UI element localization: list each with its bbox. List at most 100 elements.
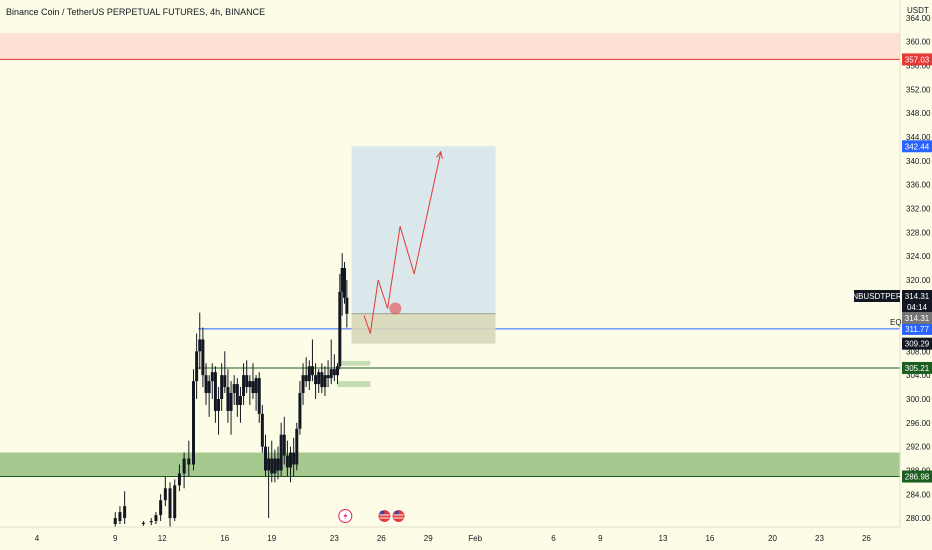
eq-price-tag-bg [902,322,932,335]
candle-body [304,375,308,382]
chart-title: Binance Coin / TetherUS PERPETUAL FUTURE… [6,7,266,17]
candle-body [340,267,344,292]
eq-price-tag-label: 311.77 [905,325,929,334]
candle-body [223,375,227,388]
candle-body [238,396,242,405]
y-tick-label: 332.00 [906,204,931,213]
candle-body [113,518,117,525]
entry-price-tag-label: 314.31 [905,314,930,323]
flag-stripe [379,514,390,516]
level-price-tag-bg [902,361,932,374]
resistance-price-tag-label: 357.03 [905,55,930,64]
y-tick-label: 336.00 [906,181,931,190]
candle-body [295,428,299,465]
candle-body [235,384,239,405]
candle-body [201,339,205,376]
candle-body [173,485,177,519]
candle-body [279,434,283,471]
candle-body [270,458,274,474]
x-tick-label: 9 [598,534,603,543]
flag-canton [394,511,399,515]
candle-body [329,369,333,379]
y-tick-label: 364.00 [906,14,931,23]
x-tick-label: 26 [377,534,386,543]
candle-body [168,488,172,519]
y-tick-label: 344.00 [906,133,931,142]
y-tick-label: 328.00 [906,228,931,237]
candle-body [245,375,249,388]
stop-price-tag-bg [902,337,932,350]
order-block-upper [342,360,371,366]
candle-body [323,375,327,388]
candle-body [177,473,181,486]
candle-body [195,351,199,382]
resistance-price-tag-bg [902,53,932,66]
candle-body [213,372,217,411]
candle-body [298,393,302,429]
x-tick-label: 16 [220,534,229,543]
candle-body [335,366,339,376]
candle-body [163,488,167,501]
candle-body [242,375,246,397]
candle-body [257,378,261,414]
flag-canton [380,511,385,515]
y-tick-label: 352.00 [906,85,931,94]
candle-body [345,297,349,314]
order-block-lower [337,381,371,388]
x-tick-label: 20 [768,534,777,543]
candle-body [159,500,163,516]
candle-body [123,506,127,519]
candle-body [226,387,230,411]
x-tick-label: 23 [815,534,824,543]
highlight-marker [389,302,402,315]
last-price-tag-bg [902,290,932,302]
candle-body [263,446,267,471]
y-tick-label: 280.00 [906,514,931,523]
target-price-tag-label: 342.44 [905,142,930,151]
symbol-tag-label: BNBUSDTPERP [847,292,907,301]
candle-body [141,522,145,525]
level-price-tag-label: 305.21 [905,364,930,373]
candle-body [276,458,280,471]
eq-caption: EQ [890,318,902,327]
candle-body [301,375,305,394]
candle-body [260,413,264,447]
y-tick-label: 324.00 [906,252,931,261]
x-tick-label: 26 [862,534,871,543]
x-tick-label: 6 [551,534,556,543]
y-tick-label: 300.00 [906,395,931,404]
candle-body [273,458,277,474]
y-tick-label: 356.00 [906,62,931,71]
flag-stripe [393,517,404,519]
support-price-tag-label: 286.98 [905,473,930,482]
candle-body [343,267,347,298]
candle-body [229,393,233,411]
projection-arrowhead [436,150,443,159]
candle-body [149,521,153,523]
target-price-tag-bg [902,140,932,153]
y-tick-label: 308.00 [906,347,931,356]
y-tick-label: 340.00 [906,157,931,166]
candle-body [338,291,342,367]
candle-body [320,372,324,388]
candle-body [182,458,186,474]
countdown-tag-bg [902,302,932,312]
candle-body [232,384,236,394]
y-tick-label: 348.00 [906,109,931,118]
candle-body [204,375,208,394]
x-tick-label: 19 [267,534,276,543]
candle-body [217,398,221,411]
price-axis-bg [900,0,932,550]
y-tick-label: 320.00 [906,276,931,285]
candle-body [314,375,318,385]
y-tick-label: 284.00 [906,490,931,499]
y-tick-label: 296.00 [906,419,931,428]
y-tick-label: 360.00 [906,38,931,47]
candle-body [289,452,293,468]
stop-price-tag-label: 309.29 [905,340,930,349]
flag-stripe [379,517,390,519]
candle-body [118,512,122,522]
resistance-zone [0,32,900,60]
